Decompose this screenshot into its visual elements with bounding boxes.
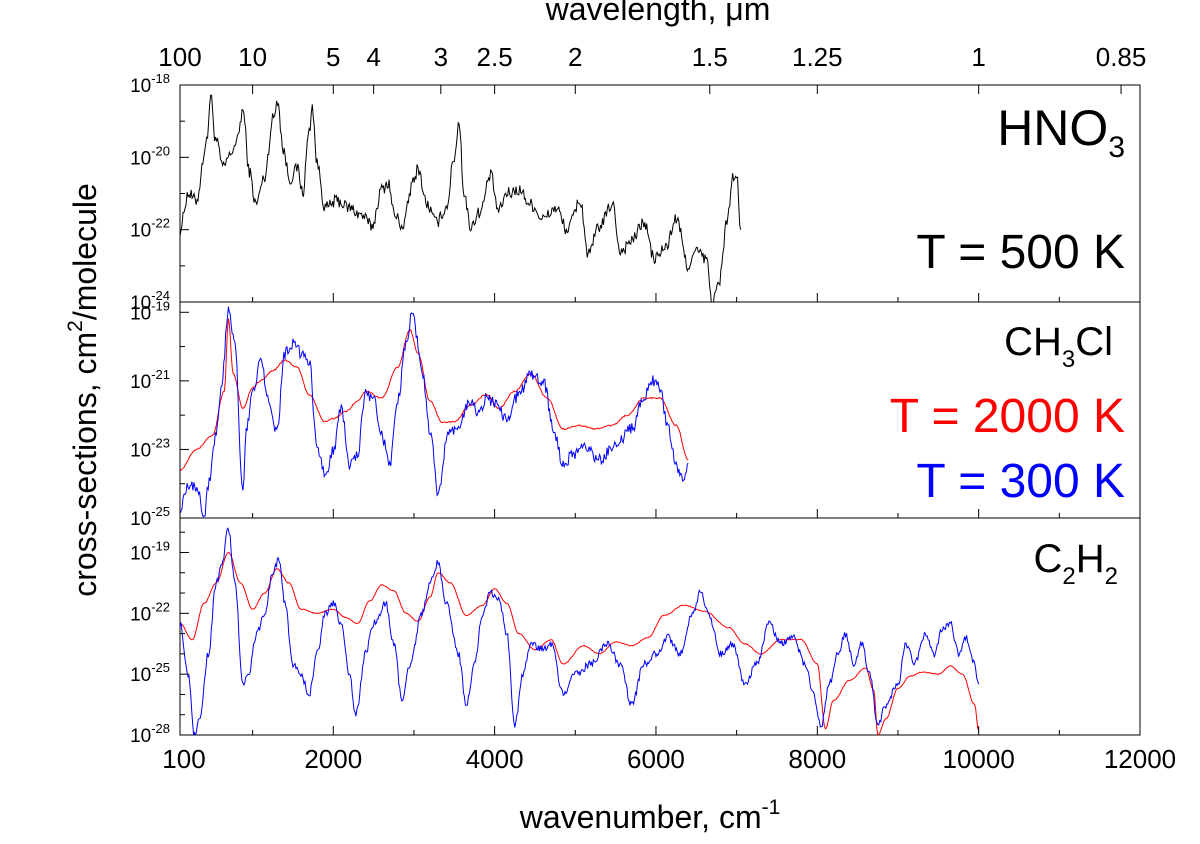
- plot-frame: [179, 84, 1141, 736]
- series-layer: [180, 94, 980, 735]
- x-tick-label: 2000: [304, 744, 362, 774]
- top-axis-title: wavelength, μm: [545, 0, 771, 27]
- x-tick-label: 4000: [466, 744, 524, 774]
- top-tick-label: 1: [971, 42, 985, 72]
- temperature-label: T = 300 K: [916, 455, 1125, 508]
- temperature-label: T = 500 K: [916, 226, 1125, 279]
- y-tick-label: 10-22: [130, 216, 170, 242]
- plot-frames: [179, 84, 1141, 736]
- x-tick-label: 10000: [942, 744, 1014, 774]
- y-tick-label: 10-20: [130, 143, 170, 169]
- top-tick-label: 1.5: [692, 42, 728, 72]
- x-tick-label: 12000: [1104, 744, 1176, 774]
- top-tick-label: 3: [434, 42, 448, 72]
- y-tick-label: 10-24: [130, 288, 170, 314]
- series-line-2-1: [180, 527, 980, 735]
- temperature-label: T = 2000 K: [890, 390, 1125, 443]
- y-tick-label: 10-25: [130, 660, 170, 686]
- series-line-1-1: [180, 306, 689, 518]
- x-axis-title: wavenumber, cm-1: [519, 796, 781, 835]
- top-tick-label: 100: [158, 42, 201, 72]
- y-tick-label: 10-23: [130, 435, 170, 461]
- top-tick-label: 2: [568, 42, 582, 72]
- top-tick-label: 0.85: [1096, 42, 1147, 72]
- top-tick-label: 4: [366, 42, 380, 72]
- labels-layer: 100 2000 4000 6000 8000 10000 12000 wavenumber,…: [64, 0, 1176, 835]
- y-axis-title: cross-sections, cm2/molecule: [64, 183, 103, 597]
- y-tick-label: 10-25: [130, 504, 170, 530]
- molecule-label: CH3Cl: [1004, 320, 1113, 373]
- series-line-2-0: [180, 551, 980, 735]
- molecule-label: HNO3: [997, 100, 1125, 164]
- y-tick-label: 10-28: [130, 721, 170, 747]
- y-tick-label: 10-21: [130, 367, 170, 393]
- y-tick-label: 10-19: [130, 298, 170, 324]
- y-tick-label: 10-19: [130, 538, 170, 564]
- top-tick-label: 2.5: [477, 42, 513, 72]
- y-tick-label: 10-22: [130, 599, 170, 625]
- x-tick-label: 100: [162, 744, 205, 774]
- x-tick-label: 8000: [788, 744, 846, 774]
- top-tick-label: 5: [326, 42, 340, 72]
- top-tick-label: 10: [238, 42, 267, 72]
- x-tick-label: 6000: [627, 744, 685, 774]
- series-line-1-0: [180, 318, 689, 472]
- tick-marks: [179, 84, 1141, 736]
- molecule-label: C2H2: [1034, 537, 1119, 590]
- top-tick-label: 1.25: [792, 42, 843, 72]
- series-line-0-0: [180, 94, 742, 302]
- y-tick-label: 10-18: [130, 71, 170, 97]
